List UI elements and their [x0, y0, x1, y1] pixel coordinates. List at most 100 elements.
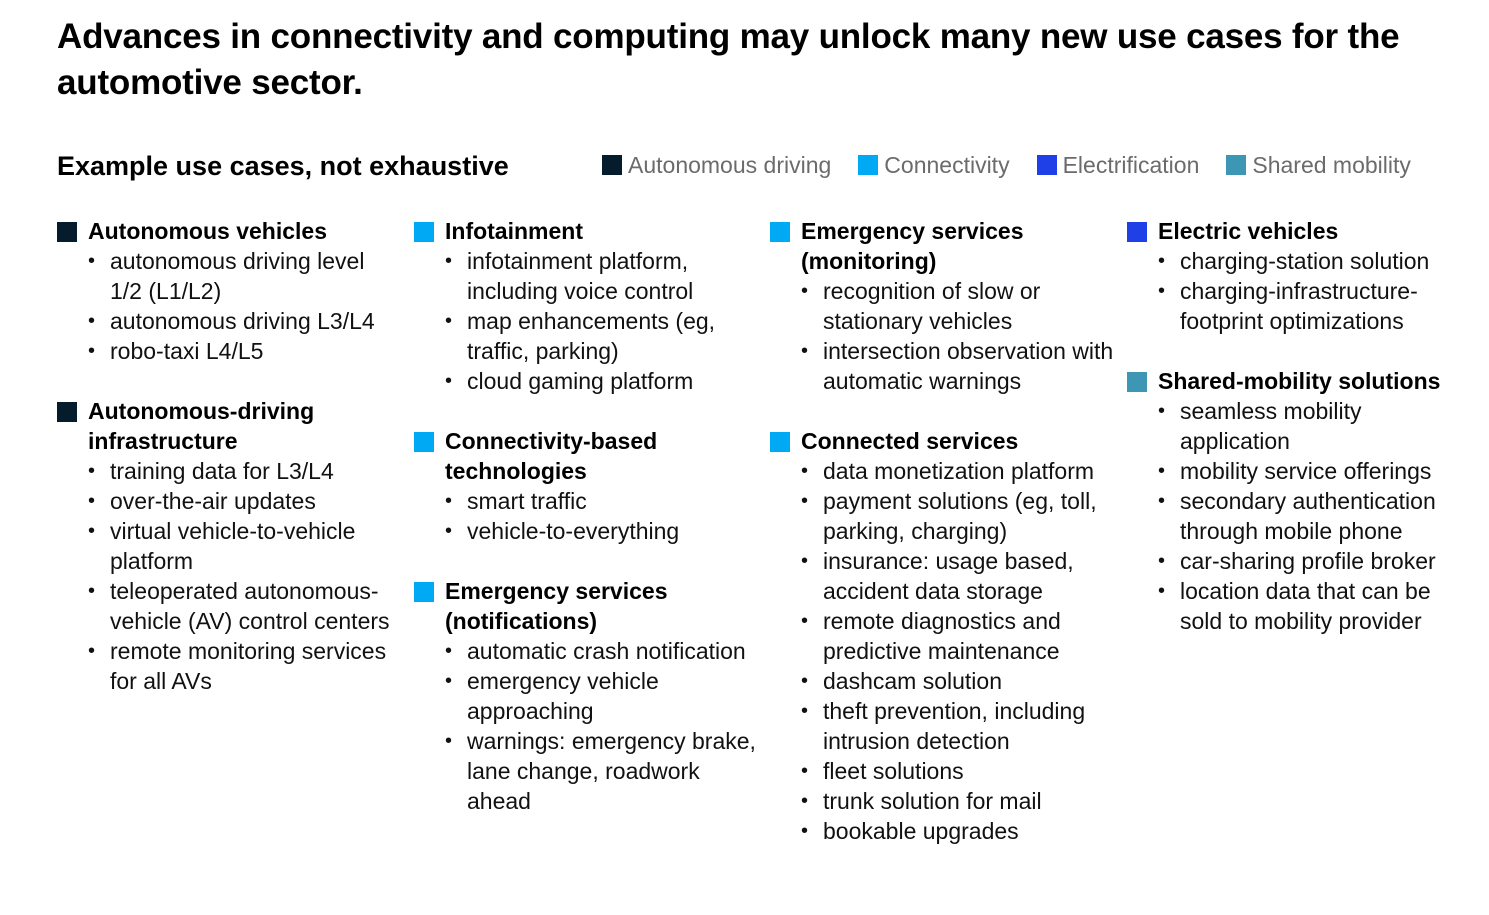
use-case-group-emergency-monitoring: Emergency services (monitoring) • recogni…	[770, 216, 1115, 396]
use-case-list: • recognition of slow or stationary vehic…	[770, 276, 1115, 396]
item-text: autonomous driving level 1/2 (L1/L2)	[110, 248, 365, 304]
group-title: Connectivity-based technologies	[445, 428, 658, 484]
legend-swatch-shared-mobility	[1226, 155, 1247, 175]
bullet-icon: •	[445, 670, 453, 692]
use-case-column-4: Electric vehicles • charging-station solu…	[1127, 216, 1472, 666]
list-item: • charging-station solution	[1127, 246, 1472, 276]
bullet-icon: •	[801, 550, 809, 572]
item-text: virtual vehicle-to-vehicle platform	[110, 518, 356, 574]
item-text: smart traffic	[467, 488, 587, 514]
list-item: • virtual vehicle-to-vehicle platform	[57, 516, 402, 576]
list-item: • cloud gaming platform	[414, 366, 759, 396]
use-case-group-electric-vehicles: Electric vehicles • charging-station solu…	[1127, 216, 1472, 336]
use-case-group-autonomous-driving-infrastructure: Autonomous-driving infrastructure • train…	[57, 396, 402, 696]
list-item: • teleoperated autonomous-vehicle (AV) co…	[57, 576, 402, 636]
legend-item-shared-mobility: Shared mobility	[1226, 149, 1411, 181]
bullet-icon: •	[445, 640, 453, 662]
group-header: Autonomous vehicles	[57, 216, 402, 246]
bullet-icon: •	[1158, 460, 1166, 482]
use-case-group-connected-services: Connected services • data monetization pl…	[770, 426, 1115, 846]
list-item: • over-the-air updates	[57, 486, 402, 516]
group-title: Emergency services (monitoring)	[801, 218, 1024, 274]
list-item: • trunk solution for mail	[770, 786, 1115, 816]
legend-item-connectivity: Connectivity	[858, 149, 1010, 181]
bullet-icon: •	[445, 730, 453, 752]
group-header: Connectivity-based technologies	[414, 426, 759, 486]
group-title: Connected services	[801, 428, 1019, 454]
bullet-icon: •	[1158, 580, 1166, 602]
page-title: Advances in connectivity and computing m…	[57, 17, 1400, 102]
item-text: data monetization platform	[823, 458, 1095, 484]
category-swatch	[57, 402, 77, 422]
item-text: location data that can be sold to mobili…	[1180, 578, 1431, 634]
list-item: • map enhancements (eg, traffic, parking)	[414, 306, 759, 366]
bullet-icon: •	[445, 370, 453, 392]
category-swatch	[414, 222, 434, 242]
group-title: Electric vehicles	[1158, 218, 1339, 244]
legend-item-electrification: Electrification	[1036, 149, 1200, 181]
item-text: payment solutions (eg, toll, parking, ch…	[823, 488, 1097, 544]
use-case-list: • smart traffic • vehicle-to-everything	[414, 486, 759, 546]
bullet-icon: •	[801, 790, 809, 812]
item-text: vehicle-to-everything	[467, 518, 680, 544]
bullet-icon: •	[88, 250, 96, 272]
use-case-column-3: Emergency services (monitoring) • recogni…	[770, 216, 1115, 876]
use-case-group-autonomous-vehicles: Autonomous vehicles • autonomous driving …	[57, 216, 402, 366]
group-header: Shared-mobility solutions	[1127, 366, 1472, 396]
use-case-list: • seamless mobility application • mobility…	[1127, 396, 1472, 636]
category-swatch	[414, 582, 434, 602]
item-text: remote diagnostics and predictive mainte…	[823, 608, 1061, 664]
use-case-list: • infotainment platform, including voice …	[414, 246, 759, 396]
group-title: Autonomous-driving infrastructure	[88, 398, 315, 454]
list-item: • fleet solutions	[770, 756, 1115, 786]
item-text: mobility service offerings	[1180, 458, 1432, 484]
item-text: teleoperated autonomous-vehicle (AV) con…	[110, 578, 390, 634]
item-text: map enhancements (eg, traffic, parking)	[467, 308, 716, 364]
bullet-icon: •	[801, 490, 809, 512]
item-text: intersection observation with automatic …	[823, 338, 1114, 394]
bullet-icon: •	[88, 520, 96, 542]
category-swatch	[1127, 222, 1147, 242]
item-text: cloud gaming platform	[467, 368, 694, 394]
list-item: • car-sharing profile broker	[1127, 546, 1472, 576]
list-item: • payment solutions (eg, toll, parking, c…	[770, 486, 1115, 546]
legend-label: Electrification	[1062, 152, 1200, 178]
bullet-icon: •	[88, 340, 96, 362]
item-text: robo-taxi L4/L5	[110, 338, 264, 364]
legend-swatch-autonomous-driving	[602, 155, 622, 175]
item-text: fleet solutions	[823, 758, 964, 784]
list-item: • intersection observation with automatic…	[770, 336, 1115, 396]
legend-swatch-connectivity	[858, 155, 879, 175]
item-text: bookable upgrades	[823, 818, 1019, 844]
bullet-icon: •	[801, 340, 809, 362]
use-case-list: • automatic crash notification • emergency…	[414, 636, 759, 816]
item-text: recognition of slow or stationary vehicl…	[823, 278, 1041, 334]
list-item: • recognition of slow or stationary vehic…	[770, 276, 1115, 336]
bullet-icon: •	[88, 490, 96, 512]
use-case-group-shared-mobility-solutions: Shared-mobility solutions • seamless mobi…	[1127, 366, 1472, 636]
list-item: • vehicle-to-everything	[414, 516, 759, 546]
bullet-icon: •	[445, 490, 453, 512]
item-text: infotainment platform, including voice c…	[467, 248, 694, 304]
item-text: trunk solution for mail	[823, 788, 1042, 814]
group-title: Shared-mobility solutions	[1158, 368, 1441, 394]
item-text: theft prevention, including intrusion de…	[823, 698, 1086, 754]
item-text: charging-station solution	[1180, 248, 1430, 274]
bullet-icon: •	[801, 760, 809, 782]
bullet-icon: •	[88, 310, 96, 332]
category-swatch	[1127, 372, 1147, 392]
bullet-icon: •	[801, 610, 809, 632]
bullet-icon: •	[801, 670, 809, 692]
item-text: autonomous driving L3/L4	[110, 308, 375, 334]
group-title: Autonomous vehicles	[88, 218, 327, 244]
list-item: • smart traffic	[414, 486, 759, 516]
list-item: • mobility service offerings	[1127, 456, 1472, 486]
use-case-list: • charging-station solution • charging-inf…	[1127, 246, 1472, 336]
item-text: remote monitoring services for all AVs	[110, 638, 387, 694]
list-item: • bookable upgrades	[770, 816, 1115, 846]
list-item: • training data for L3/L4	[57, 456, 402, 486]
item-text: car-sharing profile broker	[1180, 548, 1436, 574]
list-item: • emergency vehicle approaching	[414, 666, 759, 726]
list-item: • location data that can be sold to mobil…	[1127, 576, 1472, 636]
bullet-icon: •	[445, 250, 453, 272]
